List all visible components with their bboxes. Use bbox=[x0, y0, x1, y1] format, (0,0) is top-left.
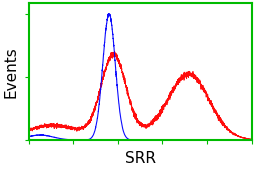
X-axis label: SRR: SRR bbox=[124, 151, 155, 165]
Y-axis label: Events: Events bbox=[4, 46, 18, 98]
